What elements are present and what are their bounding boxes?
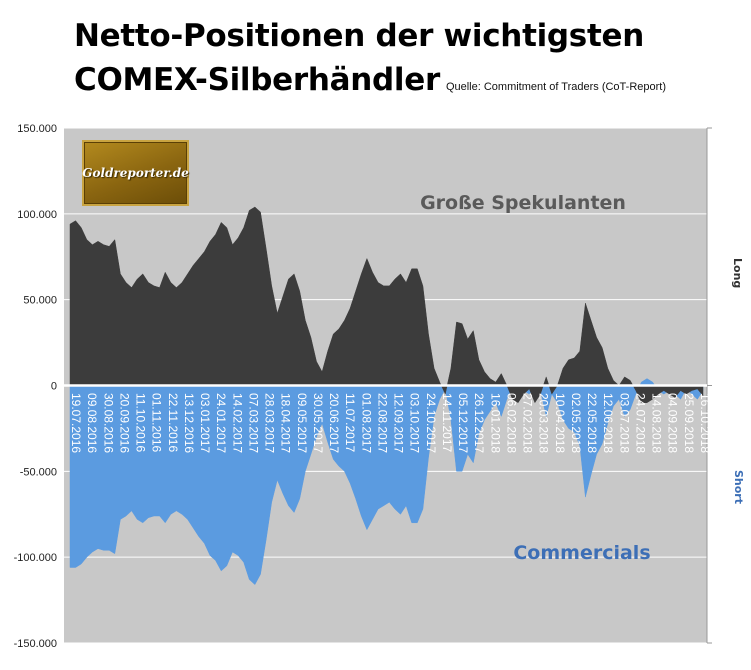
short-label: Short bbox=[732, 470, 745, 504]
series-label-speculators: Große Spekulanten bbox=[420, 192, 626, 214]
x-tick-label: 03.07.2018 bbox=[617, 393, 631, 453]
x-tick-label: 04.09.2018 bbox=[666, 393, 680, 453]
x-tick-label: 14.11.2017 bbox=[440, 393, 454, 452]
series-speculators-area bbox=[69, 206, 704, 404]
goldreporter-logo: Goldreporter.de bbox=[82, 140, 189, 206]
chart-title: Netto-Positionen der wichtigsten COMEX-S… bbox=[74, 14, 666, 109]
x-tick-label: 09.05.2017 bbox=[295, 393, 309, 453]
y-tick-label: -150.000 bbox=[14, 638, 57, 650]
x-tick-label: 02.05.2018 bbox=[569, 393, 583, 453]
x-tick-label: 03.10.2017 bbox=[408, 393, 422, 453]
x-tick-label: 30.08.2016 bbox=[101, 393, 115, 453]
x-tick-label: 05.12.2017 bbox=[456, 393, 470, 453]
x-tick-label: 22.11.2016 bbox=[166, 393, 180, 452]
x-tick-label: 24.07.2018 bbox=[634, 393, 648, 453]
x-tick-label: 28.03.2017 bbox=[263, 393, 277, 453]
x-tick-label: 18.04.2017 bbox=[279, 393, 293, 453]
x-tick-label: 03.01.2017 bbox=[198, 393, 212, 453]
x-tick-label: 22.05.2018 bbox=[585, 393, 599, 453]
x-tick-label: 12.09.2017 bbox=[392, 393, 406, 453]
x-tick-label: 12.06.2018 bbox=[601, 393, 615, 453]
x-tick-label: 09.08.2016 bbox=[85, 393, 99, 453]
x-tick-label: 14.08.2018 bbox=[650, 393, 664, 453]
x-tick-label: 24.10.2017 bbox=[424, 393, 438, 453]
long-label: Long bbox=[731, 258, 744, 289]
x-tick-label: 20.03.2018 bbox=[537, 393, 551, 453]
x-tick-label: 16.10.2018 bbox=[698, 393, 712, 453]
x-tick-label: 16.01.2018 bbox=[488, 393, 502, 453]
x-tick-label: 11.10.2016 bbox=[134, 393, 148, 452]
y-tick-label: 150.000 bbox=[17, 123, 57, 135]
y-tick-label: 100.000 bbox=[17, 209, 57, 221]
x-tick-label: 20.09.2016 bbox=[117, 393, 131, 453]
series-label-commercials: Commercials bbox=[513, 542, 650, 564]
x-tick-label: 07.03.2017 bbox=[246, 393, 260, 453]
x-tick-label: 22.08.2017 bbox=[375, 393, 389, 453]
x-tick-label: 10.04.2018 bbox=[553, 393, 567, 453]
x-tick-label: 19.07.2016 bbox=[69, 393, 83, 453]
y-tick-label: -100.000 bbox=[14, 552, 57, 564]
x-tick-label: 26.12.2017 bbox=[472, 393, 486, 453]
y-tick-label: 50.000 bbox=[23, 295, 57, 307]
x-tick-label: 13.12.2016 bbox=[182, 393, 196, 453]
logo-text: Goldreporter.de bbox=[82, 166, 189, 180]
x-tick-label: 24.01.2017 bbox=[214, 393, 228, 453]
series-commercials-area bbox=[69, 378, 704, 585]
title-line-2: COMEX-Silberhändler Quelle: Commitment of… bbox=[74, 58, 666, 109]
title-line-1: Netto-Positionen der wichtigsten bbox=[74, 18, 644, 54]
y-tick-label: 0 bbox=[51, 381, 57, 393]
y-tick-label: -50.000 bbox=[20, 466, 57, 478]
x-tick-label: 01.08.2017 bbox=[359, 393, 373, 453]
x-tick-label: 20.06.2017 bbox=[327, 393, 341, 453]
title-line-2-text: COMEX-Silberhändler bbox=[74, 62, 440, 98]
x-tick-label: 25.09.2018 bbox=[682, 393, 696, 453]
x-tick-label: 06.02.2018 bbox=[505, 393, 519, 453]
x-tick-label: 27.02.2018 bbox=[521, 393, 535, 453]
x-tick-label: 30.05.2017 bbox=[311, 393, 325, 453]
x-tick-label: 14.02.2017 bbox=[230, 393, 244, 453]
x-tick-label: 11.07.2017 bbox=[343, 393, 357, 452]
x-tick-label: 01.11.2016 bbox=[150, 393, 164, 452]
source-note: Quelle: Commitment of Traders (CoT-Repor… bbox=[445, 81, 667, 93]
